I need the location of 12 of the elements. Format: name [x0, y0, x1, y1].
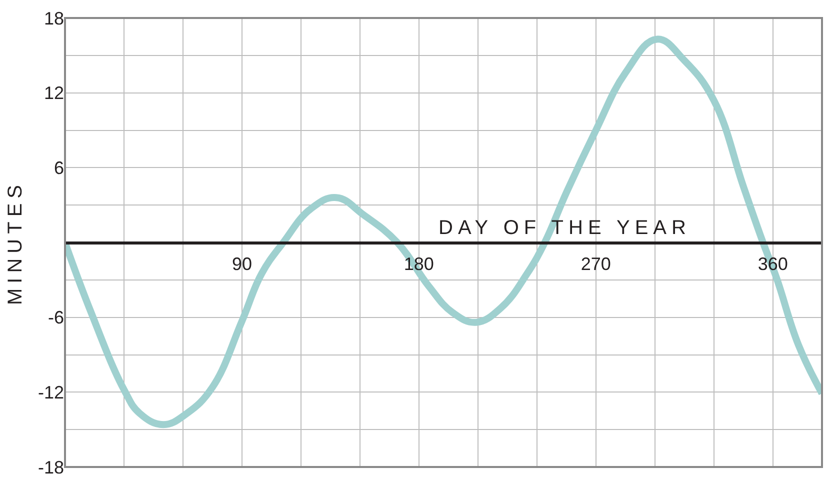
x-tick-label: 360: [758, 254, 788, 274]
y-tick-label: 12: [44, 83, 64, 104]
y-tick-label: -18: [38, 457, 64, 478]
x-axis-title: DAY OF THE YEAR: [438, 217, 691, 239]
y-tick-label: 6: [54, 158, 64, 178]
x-tick-label: 90: [232, 254, 252, 274]
y-tick-label: -6: [48, 308, 64, 328]
y-axis-title: MINUTES: [4, 180, 26, 305]
y-tick-label: 18: [44, 8, 64, 28]
x-tick-label: 180: [404, 254, 434, 274]
x-tick-label: 270: [580, 254, 611, 274]
y-tick-label: -12: [38, 382, 64, 402]
